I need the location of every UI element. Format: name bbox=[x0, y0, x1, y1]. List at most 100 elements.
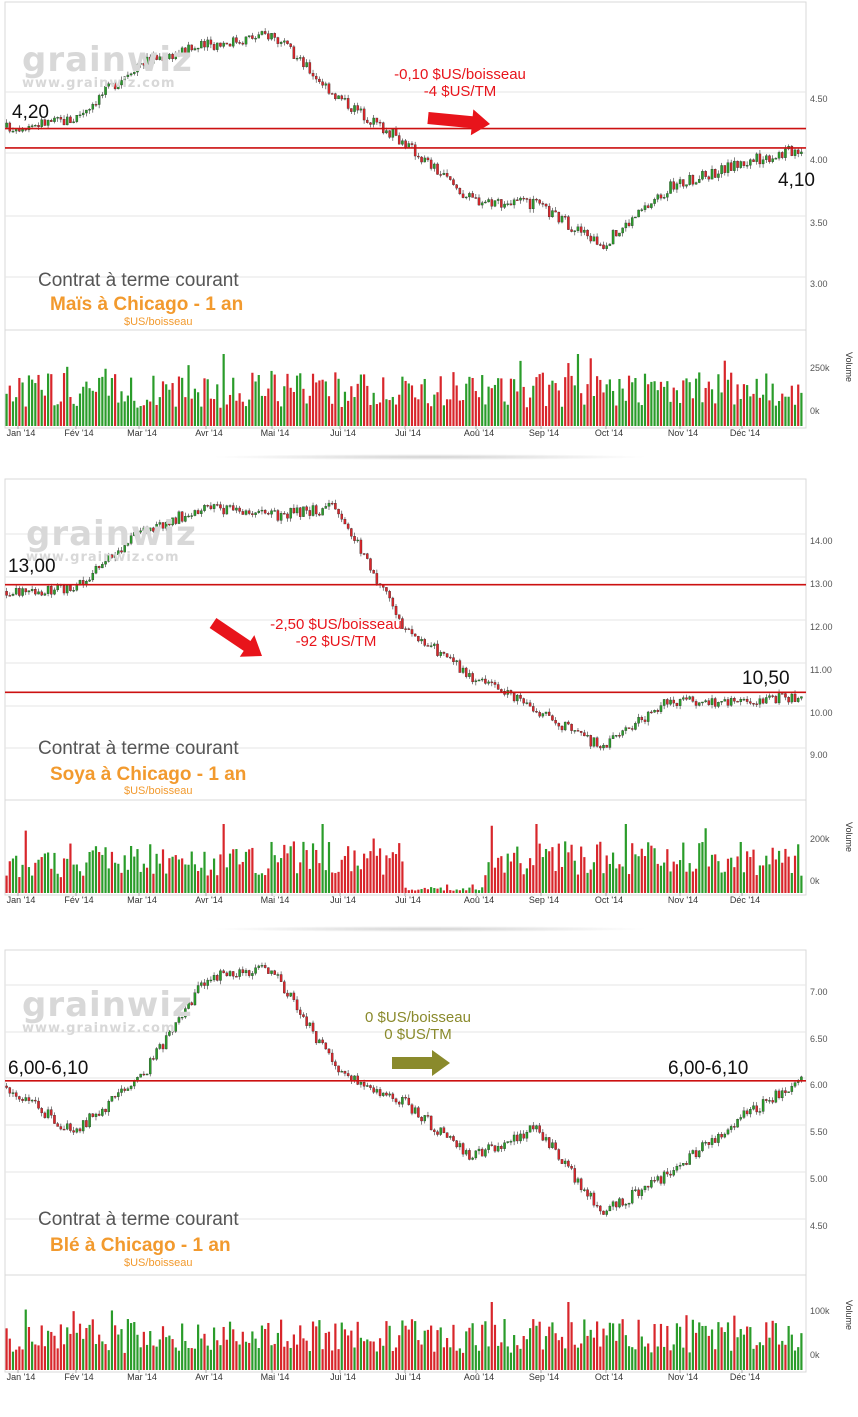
candle-body bbox=[749, 701, 752, 704]
x-tick-label: Oct '14 bbox=[595, 895, 623, 905]
candle-body bbox=[171, 53, 174, 60]
candle-body bbox=[276, 510, 280, 521]
volume-bar bbox=[426, 1329, 430, 1370]
volume-bar bbox=[82, 1338, 85, 1370]
volume-bar bbox=[267, 388, 270, 426]
volume-bar bbox=[567, 1302, 570, 1370]
candle-body bbox=[544, 203, 548, 207]
volume-bar bbox=[497, 1345, 500, 1370]
volume-bar bbox=[382, 377, 385, 426]
y-tick-label: 7.00 bbox=[810, 987, 828, 997]
candle-body bbox=[484, 1149, 487, 1157]
volume-bar bbox=[222, 354, 225, 426]
candle-body bbox=[72, 1130, 75, 1133]
candle-body bbox=[123, 1088, 126, 1091]
candle-body bbox=[608, 1206, 612, 1212]
volume-bar bbox=[350, 1330, 353, 1370]
volume-bar bbox=[621, 388, 624, 426]
volume-bar bbox=[640, 1336, 643, 1370]
candle-body bbox=[279, 513, 283, 521]
volume-bar bbox=[34, 1344, 37, 1370]
candle-body bbox=[745, 698, 749, 702]
candle-body bbox=[790, 146, 794, 156]
volume-bar bbox=[752, 849, 755, 893]
candle-body bbox=[592, 737, 596, 747]
candle-body bbox=[532, 706, 535, 712]
volume-bar bbox=[538, 1321, 541, 1370]
volume-bar bbox=[18, 377, 21, 426]
volume-bar bbox=[493, 867, 497, 893]
volume-bar bbox=[420, 1344, 423, 1370]
volume-bar bbox=[168, 389, 171, 426]
volume-bar bbox=[580, 846, 583, 893]
trend-arrow bbox=[392, 1050, 450, 1076]
candle-body bbox=[758, 153, 762, 165]
volume-bar bbox=[762, 865, 765, 893]
candle-body bbox=[500, 1146, 503, 1149]
volume-bar bbox=[311, 373, 315, 426]
candle-body bbox=[445, 653, 449, 658]
candle-body bbox=[765, 697, 768, 704]
candle-body bbox=[774, 696, 778, 704]
candle-body bbox=[439, 174, 442, 176]
candle-body bbox=[353, 1075, 356, 1081]
candle-body bbox=[471, 1157, 474, 1160]
candle-body bbox=[615, 230, 618, 237]
candle-body bbox=[222, 42, 225, 47]
candle-body bbox=[101, 94, 104, 96]
candle-body bbox=[385, 130, 388, 134]
volume-bar bbox=[254, 1338, 257, 1370]
candle-body bbox=[286, 513, 289, 519]
candle-body bbox=[480, 678, 484, 681]
volume-bar bbox=[458, 1348, 461, 1370]
x-tick-label: Mar '14 bbox=[127, 428, 157, 438]
volume-bar bbox=[481, 887, 484, 893]
volume-bar bbox=[634, 854, 637, 893]
candle-body bbox=[653, 710, 656, 713]
volume-bar bbox=[503, 1319, 506, 1370]
chart-unit: $US/boisseau bbox=[124, 1257, 193, 1269]
candle-body bbox=[506, 203, 509, 205]
candle-body bbox=[283, 513, 286, 515]
volume-bar bbox=[110, 851, 114, 893]
candle-body bbox=[394, 605, 398, 615]
y-tick-label: 6.50 bbox=[810, 1034, 828, 1044]
candle-body bbox=[225, 42, 229, 45]
volume-bar bbox=[318, 1320, 321, 1370]
candle-body bbox=[586, 1189, 589, 1197]
candle-body bbox=[142, 63, 146, 66]
volume-bar bbox=[372, 1341, 375, 1370]
candle-body bbox=[500, 199, 503, 208]
volume-bar bbox=[691, 1319, 694, 1370]
candle-body bbox=[800, 151, 803, 154]
volume-bar bbox=[790, 872, 793, 893]
volume-bar bbox=[347, 1335, 350, 1370]
candle-body bbox=[385, 587, 388, 592]
candle-body bbox=[235, 37, 238, 43]
candle-body bbox=[509, 1141, 513, 1143]
volume-bar bbox=[768, 400, 771, 426]
candle-body bbox=[449, 656, 452, 659]
candle-body bbox=[439, 1127, 442, 1135]
volume-bar bbox=[442, 405, 445, 426]
volume-bar bbox=[91, 390, 94, 426]
candle-body bbox=[742, 698, 746, 701]
volume-bar bbox=[746, 851, 749, 893]
candle-body bbox=[295, 57, 299, 60]
candle-body bbox=[532, 198, 535, 210]
volume-bar bbox=[324, 381, 327, 426]
candle-body bbox=[477, 1148, 481, 1152]
candle-body bbox=[334, 93, 337, 100]
volume-bar bbox=[653, 381, 656, 426]
volume-bar bbox=[94, 391, 98, 426]
candle-body bbox=[168, 522, 171, 526]
candle-body bbox=[359, 108, 363, 111]
volume-bar bbox=[528, 1328, 532, 1370]
volume-bar bbox=[557, 843, 560, 893]
volume-bar bbox=[631, 382, 634, 426]
candle-body bbox=[726, 1129, 730, 1135]
volume-bar bbox=[260, 1325, 264, 1370]
candle-body bbox=[289, 507, 292, 519]
volume-bar bbox=[50, 868, 53, 893]
volume-bar bbox=[27, 375, 31, 426]
